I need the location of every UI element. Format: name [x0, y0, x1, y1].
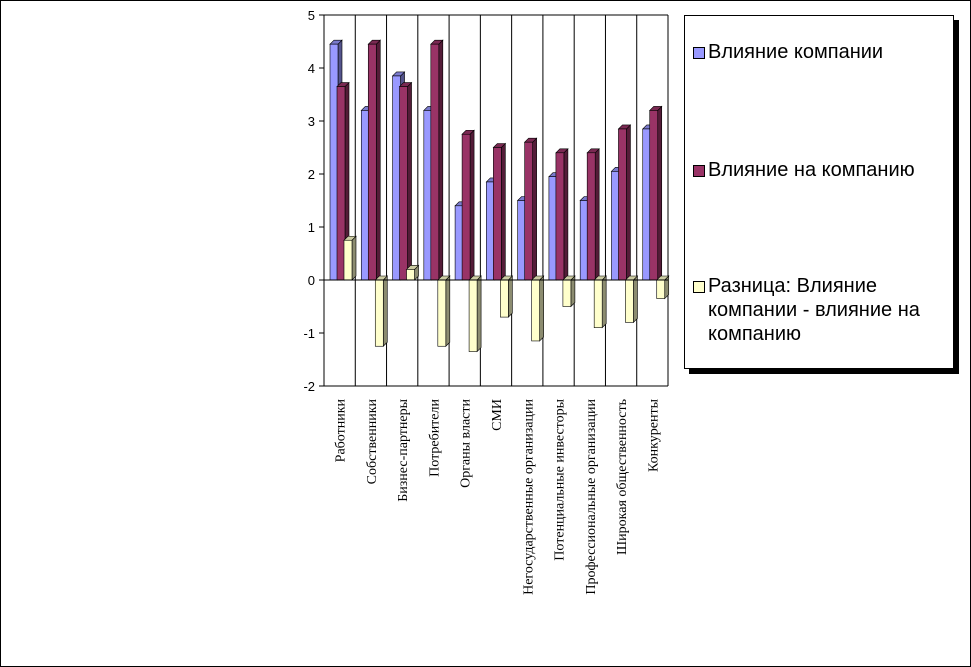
bar — [437, 275, 451, 347]
bar — [656, 275, 670, 300]
bar — [468, 275, 482, 353]
bar — [367, 39, 381, 281]
bar — [617, 124, 632, 281]
y-tick-label: 1 — [308, 220, 315, 235]
legend-label: Разница: Влияние компании - влияние на к… — [708, 275, 920, 345]
x-tick-label: Негосударственные организации — [521, 398, 536, 594]
y-tick-label: -2 — [303, 379, 315, 394]
bar — [499, 275, 514, 318]
legend-item-0: Влияние компании — [693, 40, 947, 64]
x-tick-label: СМИ — [490, 399, 505, 431]
x-tick-label: Конкуренты — [646, 398, 661, 472]
x-tick-label: Потребители — [427, 398, 442, 476]
x-tick-label: Профессиональные организации — [584, 398, 599, 594]
legend-label: Влияние на компанию — [708, 159, 915, 181]
legend-label: Влияние компании — [708, 41, 884, 63]
y-tick-label: -1 — [303, 326, 315, 341]
legend-swatch — [693, 281, 705, 293]
x-tick-label: Потенциальные инвесторы — [553, 398, 568, 560]
bar-layer — [329, 39, 670, 353]
y-tick-label: 2 — [308, 167, 315, 182]
bar — [562, 275, 576, 308]
bar — [586, 148, 600, 281]
bar — [461, 129, 475, 281]
legend-swatch — [693, 47, 705, 59]
bar — [523, 137, 538, 281]
bar — [555, 148, 569, 281]
legend-item-2: Разница: Влияние компании - влияние на к… — [693, 274, 947, 346]
y-tick-label: 3 — [308, 114, 315, 129]
bar — [624, 275, 639, 324]
y-tick-label: 5 — [308, 8, 315, 23]
bar — [593, 275, 607, 329]
x-tick-label: Органы власти — [459, 398, 474, 487]
grid-layer — [323, 14, 669, 387]
x-tick-label: Широкая общественность — [615, 399, 630, 555]
bar — [405, 264, 420, 281]
legend-swatch — [693, 165, 705, 177]
bar — [530, 275, 545, 342]
chart-legend: Влияние компании Влияние на компанию Раз… — [684, 15, 954, 369]
bar — [343, 235, 357, 281]
bar — [398, 81, 413, 281]
x-tick-label: Работники — [334, 399, 349, 463]
bar — [374, 275, 388, 347]
y-tick-label: 4 — [308, 61, 315, 76]
bar — [492, 142, 507, 281]
y-tick-label: 0 — [308, 273, 315, 288]
bar — [430, 39, 444, 281]
x-tick-label: Бизнес-партнеры — [396, 398, 411, 501]
legend-item-1: Влияние на компанию — [693, 158, 947, 182]
x-tick-label: Собственники — [365, 398, 380, 484]
bar — [649, 105, 663, 281]
axis-layer: -2 -1 0 1 2 3 4 5 Работники Собственники Бизнес-па… — [303, 8, 668, 595]
